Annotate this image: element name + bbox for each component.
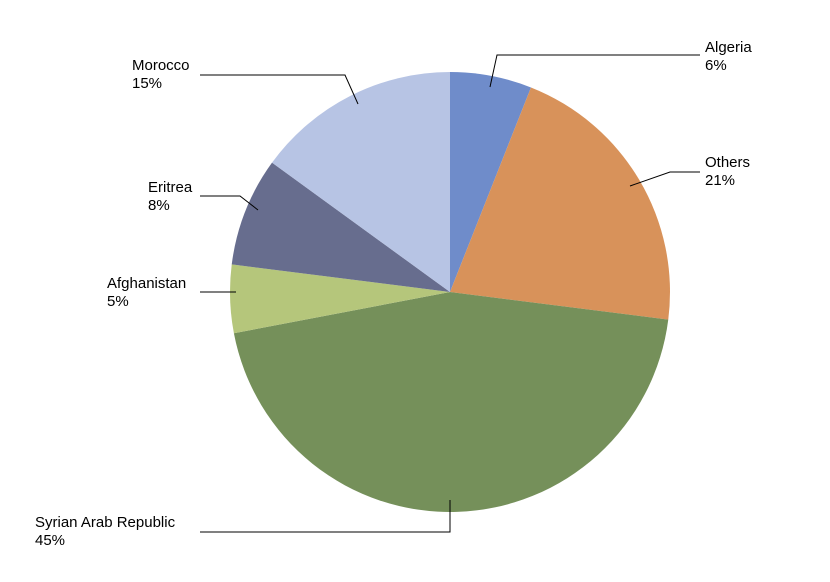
slice-label: Syrian Arab Republic [35, 514, 176, 531]
leader-line [200, 500, 451, 533]
pie-slice [450, 72, 531, 292]
slice-label: Afghanistan [107, 275, 186, 292]
leader-line [200, 74, 359, 105]
slice-label: Eritrea [148, 179, 193, 196]
pie-slice [233, 292, 669, 512]
leader-line [629, 171, 700, 187]
slice-label: Morocco [132, 57, 190, 74]
slice-value-label: 15% [132, 75, 162, 92]
leader-line [489, 54, 700, 88]
slice-label: Algeria [705, 39, 752, 56]
pie-slice [450, 87, 670, 320]
slice-value-label: 5% [107, 293, 129, 310]
pie-slice [231, 162, 450, 292]
slice-value-label: 8% [148, 197, 170, 214]
slice-value-label: 45% [35, 532, 65, 549]
slice-label: Others [705, 154, 750, 171]
slice-value-label: 21% [705, 172, 735, 189]
leader-line [200, 195, 259, 211]
slice-value-label: 6% [705, 57, 727, 74]
pie-slice [230, 264, 450, 334]
pie-slice [272, 72, 450, 292]
